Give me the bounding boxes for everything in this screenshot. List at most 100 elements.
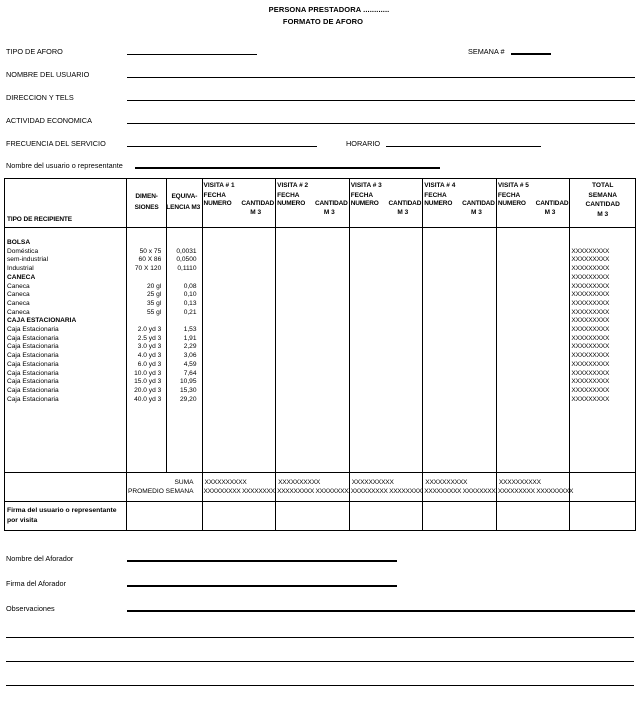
field-row-nombre-del-usuario: NOMBRE DEL USUARIO: [0, 57, 640, 80]
row-tipo: Caja Estacionaria: [7, 360, 59, 368]
body-visita-2-column[interactable]: [275, 227, 350, 473]
equivalencia-list: 0,0031 0,0500 0,1110 0,08 0,10 0,13 0,21 1,53…: [167, 239, 201, 404]
row-dimensiones: 50 x 75: [139, 247, 162, 255]
suma-value-2: XXXXXXXXXX: [278, 479, 321, 486]
row-dimensiones: 60 X 86: [138, 256, 162, 264]
suma-visita-4[interactable]: XXXXXXXXXX XXXXXXXXX XXXXXXXXX: [422, 472, 497, 502]
label-horario: HORARIO: [346, 139, 381, 148]
row-tipo: Caneca: [7, 291, 30, 299]
header-visita-3-cantidad: CANTIDAD: [388, 200, 422, 207]
field-row-direccion-y-tels: DIRECCION Y TELS: [0, 80, 640, 103]
header-total-line4: M 3: [597, 210, 609, 218]
row-dimensiones: [127, 274, 166, 283]
header-visita-2-fecha: FECHA: [277, 191, 300, 199]
suma-visita-5[interactable]: XXXXXXXXXX XXXXXXXXX XXXXXXXXX: [495, 472, 573, 502]
firma-visita-4[interactable]: [422, 501, 497, 531]
input-nombre-aforador[interactable]: [127, 560, 397, 562]
row-equivalencia: 10,95: [180, 378, 197, 386]
input-direccion-y-tels[interactable]: [127, 100, 635, 101]
firma-visita-1[interactable]: [201, 501, 277, 531]
header-visita-1-label: VISITA # 1: [203, 182, 235, 189]
firma-visita-5[interactable]: [495, 501, 571, 531]
header-visita-1: VISITA # 1 FECHA NUMERO CANTIDAD M 3: [201, 178, 277, 228]
body-visita-5-column[interactable]: [495, 227, 571, 473]
suma-visita-3[interactable]: XXXXXXXXXX XXXXXXXXX XXXXXXXXX: [348, 472, 424, 502]
input-nombre-usuario-representante[interactable]: [134, 167, 440, 169]
row-dimensiones: 4.0 yd 3: [137, 352, 162, 360]
row-total-semana: XXXXXXXXX: [571, 282, 610, 290]
promedio-label: PROMEDIO SEMANA: [127, 488, 194, 495]
input-semana[interactable]: [510, 53, 551, 55]
tipo-list: BOLSA Doméstica sem-industrial Industrial CA…: [5, 239, 126, 404]
body-visita-1-column[interactable]: [201, 227, 277, 473]
header-tipo-label: TIPO DE RECIPIENTE: [7, 216, 73, 224]
input-actividad-economica[interactable]: [127, 123, 635, 124]
suma-value-4: XXXXXXXXXX: [425, 479, 468, 486]
row-tipo: Caneca: [7, 299, 30, 307]
suma-blank-tipo: [4, 472, 127, 502]
firma-visita-3[interactable]: [348, 501, 424, 531]
field-row-actividad-economica: ACTIVIDAD ECONOMICA: [0, 103, 640, 126]
row-equivalencia: 29,20: [180, 395, 197, 403]
page-title: PERSONA PRESTADORA ............: [268, 5, 390, 14]
firma-visita-2[interactable]: [275, 501, 350, 531]
row-equivalencia: 0,10: [183, 291, 197, 299]
page-subtitle: FORMATO DE AFORO: [282, 17, 364, 26]
label-tipo-de-aforo: TIPO DE AFORO: [6, 47, 63, 56]
firma-line2: por visita: [7, 517, 38, 524]
row-tipo: Caja Estacionaria: [7, 326, 59, 334]
row-dimensiones: 20 gl: [146, 282, 162, 290]
input-frecuencia-del-servicio[interactable]: [127, 146, 317, 147]
row-equivalencia: [167, 317, 201, 326]
header-total-line2: SEMANA: [588, 191, 617, 199]
row-total-semana: XXXXXXXXX: [571, 360, 610, 368]
row-tipo: Doméstica: [7, 247, 39, 255]
input-firma-aforador[interactable]: [127, 585, 397, 587]
row-dimensiones: 3.0 yd 3: [137, 343, 162, 351]
row-dimensiones: 2.5 yd 3: [137, 334, 162, 342]
body-dimensiones-column: 50 x 75 60 X 86 70 X 120 20 gl 25 gl 35 gl 55…: [125, 227, 168, 473]
header-equivalencia-line2: LENCIA M3: [166, 204, 201, 211]
header-visita-4-cantidad: CANTIDAD: [462, 200, 495, 207]
row-equivalencia: 0,1110: [177, 265, 197, 273]
suma-total[interactable]: [569, 472, 636, 502]
input-nombre-del-usuario[interactable]: [127, 77, 635, 78]
header-visita-4-m3: M 3: [471, 208, 482, 216]
header-visita-5-m3: M 3: [544, 208, 556, 216]
observaciones-blank-line[interactable]: [6, 661, 634, 662]
body-visita-4-column[interactable]: [422, 227, 497, 473]
observaciones-blank-lines: [0, 614, 640, 686]
row-equivalencia: [167, 274, 201, 283]
row-total-semana: XXXXXXXXX: [571, 273, 610, 281]
promedio-value-1: XXXXXXXXX XXXXXXXXX: [203, 488, 276, 495]
header-visita-2: VISITA # 2 FECHA NUMERO CANTIDAD M 3: [275, 178, 350, 228]
row-total-semana: XXXXXXXXX: [571, 317, 610, 325]
input-horario[interactable]: [386, 146, 542, 147]
row-equivalencia: 3,06: [183, 352, 197, 360]
input-tipo-de-aforo[interactable]: [127, 54, 257, 55]
header-visita-3-label: VISITA # 3: [350, 182, 382, 189]
table-firma-row: Firma del usuario o representante por vi…: [4, 501, 636, 531]
observaciones-blank-line[interactable]: [6, 637, 634, 638]
row-tipo: Caja Estacionaria: [7, 386, 59, 394]
body-visita-3-column[interactable]: [348, 227, 424, 473]
firma-total[interactable]: [569, 501, 636, 531]
observaciones-line-row: [0, 614, 640, 638]
header-equivalencia-line1: EQUIVA-: [171, 193, 198, 201]
input-observaciones[interactable]: [127, 610, 635, 612]
row-equivalencia: 15,30: [180, 386, 197, 394]
row-dimensiones: 55 gl: [146, 308, 162, 316]
row-total-semana: XXXXXXXXX: [571, 291, 610, 299]
suma-visita-1[interactable]: XXXXXXXXXX XXXXXXXXX XXXXXXXXX: [201, 472, 277, 502]
row-tipo: Caneca: [7, 308, 30, 316]
row-total-semana: XXXXXXXXX: [571, 299, 610, 307]
observaciones-blank-line[interactable]: [6, 685, 634, 686]
header-visita-2-cantidad: CANTIDAD: [314, 200, 348, 207]
header-visita-2-numero: NUMERO: [277, 200, 306, 207]
suma-visita-2[interactable]: XXXXXXXXXX XXXXXXXXX XXXXXXXXX: [275, 472, 350, 502]
row-equivalencia: 0,13: [183, 299, 197, 307]
header-visita-1-fecha: FECHA: [203, 191, 226, 199]
row-tipo: BOLSA: [7, 239, 31, 246]
header-total-semana: TOTAL SEMANA CANTIDAD M 3: [569, 178, 636, 228]
